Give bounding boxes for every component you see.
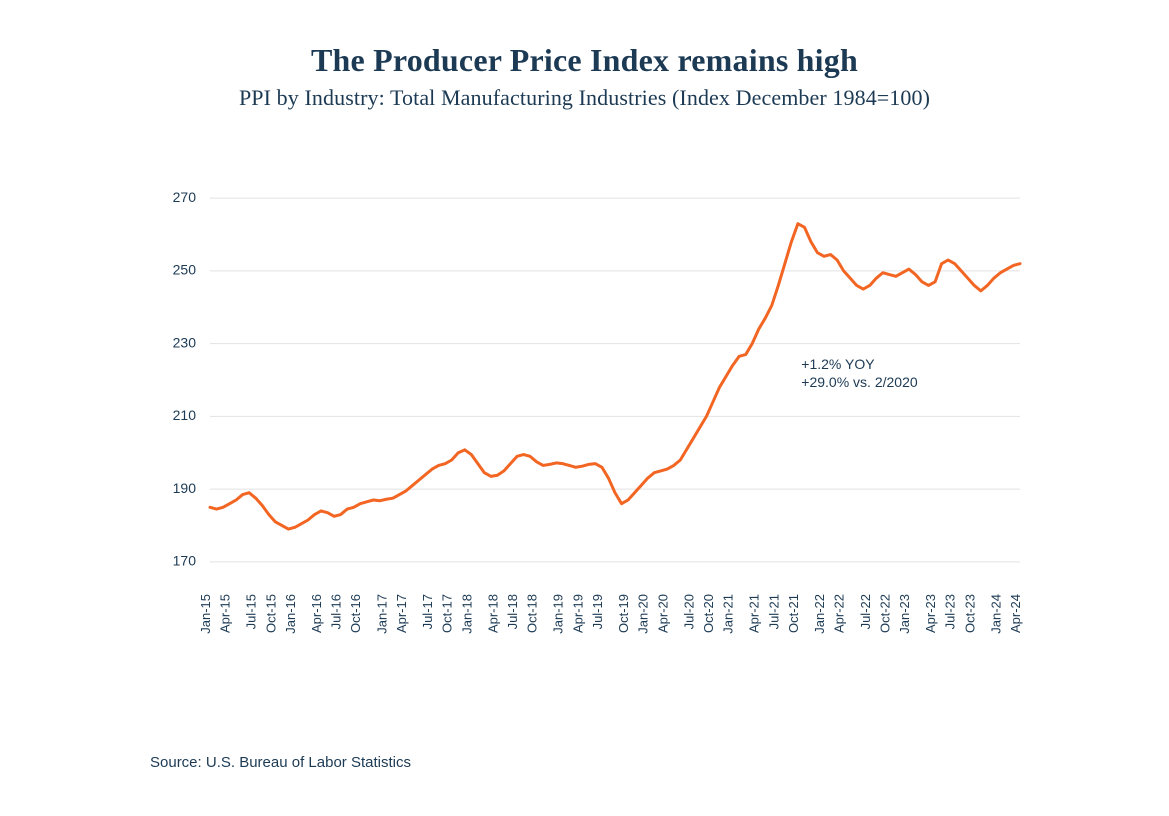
x-tick-label: Apr-16 — [309, 594, 324, 633]
x-tick-label: Jan-23 — [897, 594, 912, 634]
y-tick-label: 230 — [173, 334, 197, 350]
x-tick-label: Apr-18 — [485, 594, 500, 633]
x-tick-label: Apr-23 — [923, 594, 938, 633]
x-tick-label: Oct-15 — [263, 594, 278, 633]
line-chart: 170190210230250270 Jan-15Apr-15Jul-15Oct… — [150, 170, 1040, 630]
x-tick-label: Jan-17 — [374, 594, 389, 634]
x-tick-label: Jul-20 — [681, 594, 696, 629]
annotation-line-2: +29.0% vs. 2/2020 — [801, 374, 918, 390]
y-axis-ticks: 170 190 210 230 250 270 — [173, 189, 197, 569]
x-tick-label: Jul-17 — [420, 594, 435, 629]
x-tick-label: Jan-24 — [988, 594, 1003, 634]
chart-subtitle: PPI by Industry: Total Manufacturing Ind… — [0, 85, 1169, 111]
x-tick-label: Jan-22 — [812, 594, 827, 634]
x-tick-label: Apr-15 — [218, 594, 233, 633]
x-axis-ticks: Jan-15 Apr-15 Jul-15 Oct-15 Jan-16 Apr-16 Jul-… — [198, 594, 1023, 634]
x-tick-label: Oct-16 — [348, 594, 363, 633]
annotation-line-1: +1.2% YOY — [801, 356, 875, 372]
x-tick-label: Jul-16 — [329, 594, 344, 629]
page: The Producer Price Index remains high PP… — [0, 0, 1169, 816]
x-tick-label: Jan-15 — [198, 594, 213, 634]
y-tick-label: 250 — [173, 262, 197, 278]
x-tick-label: Oct-22 — [877, 594, 892, 633]
x-tick-label: Jul-19 — [590, 594, 605, 629]
x-tick-label: Jul-15 — [244, 594, 259, 629]
x-tick-label: Oct-20 — [701, 594, 716, 633]
source-text: Source: U.S. Bureau of Labor Statistics — [150, 754, 411, 771]
y-tick-label: 270 — [173, 189, 197, 205]
x-tick-label: Jan-20 — [636, 594, 651, 634]
y-tick-label: 210 — [173, 407, 197, 423]
x-tick-label: Jul-22 — [858, 594, 873, 629]
x-tick-label: Oct-19 — [616, 594, 631, 633]
x-tick-label: Jan-16 — [283, 594, 298, 634]
x-tick-label: Oct-18 — [525, 594, 540, 633]
x-tick-label: Apr-19 — [570, 594, 585, 633]
x-tick-label: Jan-19 — [551, 594, 566, 634]
x-tick-label: Jan-21 — [721, 594, 736, 634]
x-tick-label: Apr-20 — [655, 594, 670, 633]
x-tick-label: Apr-22 — [832, 594, 847, 633]
x-tick-label: Apr-21 — [747, 594, 762, 633]
x-tick-label: Oct-21 — [786, 594, 801, 633]
y-tick-label: 170 — [173, 553, 197, 569]
x-tick-label: Oct-23 — [962, 594, 977, 633]
x-tick-label: Jul-18 — [505, 594, 520, 629]
chart-title: The Producer Price Index remains high — [0, 42, 1169, 79]
x-tick-label: Apr-17 — [394, 594, 409, 633]
annotation: +1.2% YOY +29.0% vs. 2/2020 — [801, 356, 918, 390]
chart-container: 170190210230250270 Jan-15Apr-15Jul-15Oct… — [150, 170, 1040, 630]
x-tick-label: Jan-18 — [459, 594, 474, 634]
x-tick-label: Apr-24 — [1008, 594, 1023, 633]
y-tick-label: 190 — [173, 480, 197, 496]
x-tick-label: Oct-17 — [440, 594, 455, 633]
x-tick-label: Jul-23 — [943, 594, 958, 629]
title-block: The Producer Price Index remains high PP… — [0, 0, 1169, 111]
x-tick-label: Jul-21 — [766, 594, 781, 629]
